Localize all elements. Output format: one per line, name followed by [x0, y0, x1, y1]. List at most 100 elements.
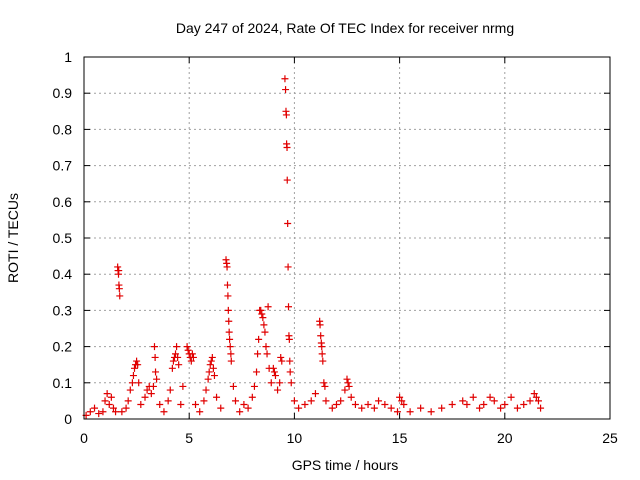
data-point: [200, 397, 208, 405]
x-tick-label: 15: [392, 430, 408, 446]
data-point: [281, 75, 289, 83]
data-point: [285, 335, 293, 343]
x-tick-label: 25: [602, 430, 618, 446]
grid-lines: [84, 57, 610, 419]
y-tick-label: 1: [64, 49, 72, 65]
data-point: [250, 382, 258, 390]
y-tick-label: 0.4: [53, 266, 73, 282]
data-point: [260, 321, 268, 329]
data-point: [124, 397, 132, 405]
y-tick-label: 0.7: [53, 158, 73, 174]
data-point: [321, 382, 329, 390]
data-point: [259, 314, 267, 322]
data-point: [206, 361, 214, 369]
data-point: [520, 401, 528, 409]
data-point: [311, 390, 319, 398]
data-point: [86, 408, 94, 416]
data-point: [358, 404, 366, 412]
data-point: [166, 386, 174, 394]
data-point: [364, 401, 372, 409]
data-point: [205, 368, 213, 376]
x-axis-label: GPS time / hours: [292, 457, 399, 473]
data-point: [152, 368, 160, 376]
data-point: [463, 401, 471, 409]
data-point: [227, 350, 235, 358]
data-point: [240, 401, 248, 409]
data-point: [393, 408, 401, 416]
data-point: [227, 357, 235, 365]
data-point: [337, 397, 345, 405]
data-point: [174, 353, 182, 361]
data-point: [173, 343, 181, 351]
y-tick-label: 0.2: [53, 339, 73, 355]
y-tick-label: 0.9: [53, 85, 73, 101]
data-point: [115, 267, 123, 275]
data-point: [400, 401, 408, 409]
data-point: [129, 372, 137, 380]
data-point: [192, 401, 200, 409]
data-point: [222, 256, 230, 264]
data-point: [270, 368, 278, 376]
data-point: [248, 393, 256, 401]
data-point: [229, 382, 237, 390]
data-point: [244, 404, 252, 412]
data-point: [135, 379, 143, 387]
data-point: [328, 404, 336, 412]
data-point: [128, 379, 136, 387]
data-point: [301, 401, 309, 409]
data-point: [231, 397, 239, 405]
data-point: [137, 401, 145, 409]
y-tick-label: 0.3: [53, 302, 73, 318]
data-point: [269, 364, 277, 372]
data-point: [208, 353, 216, 361]
data-point: [223, 263, 231, 271]
data-point: [480, 401, 488, 409]
data-point: [115, 285, 123, 293]
data-point: [448, 401, 456, 409]
data-point: [497, 404, 505, 412]
data-point: [169, 357, 177, 365]
data-point: [204, 375, 212, 383]
data-point: [95, 410, 103, 418]
data-point: [224, 306, 232, 314]
data-point: [254, 350, 262, 358]
x-axis-ticks: 0 5 10 15 20 25: [80, 57, 618, 446]
y-tick-label: 0: [64, 411, 72, 427]
data-point: [469, 393, 477, 401]
data-point: [112, 408, 120, 416]
y-tick-label: 0.6: [53, 194, 73, 210]
data-point: [320, 379, 328, 387]
data-point: [490, 397, 498, 405]
x-tick-label: 10: [287, 430, 303, 446]
data-point: [99, 408, 107, 416]
data-point: [530, 390, 538, 398]
data-point: [332, 401, 340, 409]
data-point: [459, 397, 467, 405]
data-point: [149, 382, 157, 390]
data-point: [147, 390, 155, 398]
data-point: [537, 404, 545, 412]
data-point: [160, 408, 168, 416]
data-point: [290, 397, 298, 405]
data-point: [213, 393, 221, 401]
data-point: [153, 375, 161, 383]
data-point: [202, 386, 210, 394]
data-point: [387, 404, 395, 412]
data-point: [347, 393, 355, 401]
data-point: [263, 350, 271, 358]
data-point: [344, 379, 352, 387]
data-point: [101, 397, 109, 405]
data-point: [151, 353, 159, 361]
data-point: [116, 292, 124, 300]
data-point: [264, 303, 272, 311]
data-point: [277, 353, 285, 361]
data-point: [351, 401, 359, 409]
y-tick-label: 0.1: [53, 375, 73, 391]
data-point: [224, 292, 232, 300]
data-point: [126, 386, 134, 394]
data-point: [396, 393, 404, 401]
data-point: [370, 404, 378, 412]
data-point: [183, 343, 191, 351]
data-point: [501, 401, 509, 409]
